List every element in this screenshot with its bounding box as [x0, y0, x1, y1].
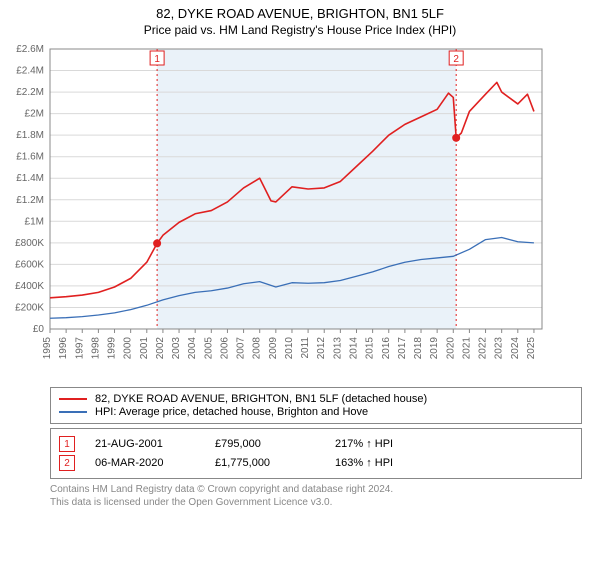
legend-label: 82, DYKE ROAD AVENUE, BRIGHTON, BN1 5LF …: [95, 393, 427, 405]
chart-container: £0 £200K £400K £600K £800K £1M £1.2M £1.4M £1.6M…: [0, 41, 600, 381]
svg-text:2008: 2008: [252, 337, 263, 360]
transaction-date: 06-MAR-2020: [95, 457, 215, 469]
svg-text:1995: 1995: [42, 337, 53, 360]
svg-text:£0: £0: [33, 324, 45, 335]
svg-text:£600K: £600K: [15, 259, 44, 270]
svg-text:2018: 2018: [413, 337, 424, 360]
transaction-row: 2 06-MAR-2020 £1,775,000 163% ↑ HPI: [59, 455, 573, 471]
attribution-line: This data is licensed under the Open Gov…: [50, 496, 582, 509]
transaction-price: £795,000: [215, 438, 335, 450]
svg-text:2: 2: [453, 54, 459, 65]
transaction-hpi: 163% ↑ HPI: [335, 457, 393, 469]
svg-text:2013: 2013: [332, 337, 343, 360]
svg-text:2009: 2009: [268, 337, 279, 360]
svg-text:£1.4M: £1.4M: [16, 173, 44, 184]
svg-text:2001: 2001: [139, 337, 150, 360]
svg-text:£2.2M: £2.2M: [16, 87, 44, 98]
svg-text:2012: 2012: [316, 337, 327, 360]
transactions: 1 21-AUG-2001 £795,000 217% ↑ HPI 2 06-M…: [50, 428, 582, 479]
svg-text:2024: 2024: [510, 337, 521, 360]
svg-text:2016: 2016: [381, 337, 392, 360]
page-subtitle: Price paid vs. HM Land Registry's House …: [0, 23, 600, 37]
page-title: 82, DYKE ROAD AVENUE, BRIGHTON, BN1 5LF: [0, 6, 600, 21]
legend-row: 82, DYKE ROAD AVENUE, BRIGHTON, BN1 5LF …: [59, 393, 573, 405]
svg-text:1999: 1999: [107, 337, 118, 360]
svg-text:2019: 2019: [429, 337, 440, 360]
legend-row: HPI: Average price, detached house, Brig…: [59, 406, 573, 418]
svg-text:2002: 2002: [155, 337, 166, 360]
legend-swatch: [59, 398, 87, 400]
svg-text:2022: 2022: [478, 337, 489, 360]
svg-text:1: 1: [154, 54, 160, 65]
svg-text:2000: 2000: [123, 337, 134, 360]
svg-text:2025: 2025: [526, 337, 537, 360]
svg-text:2011: 2011: [300, 337, 311, 359]
svg-text:2003: 2003: [171, 337, 182, 360]
attribution-line: Contains HM Land Registry data © Crown c…: [50, 483, 582, 496]
svg-text:£2.4M: £2.4M: [16, 66, 44, 77]
transaction-date: 21-AUG-2001: [95, 438, 215, 450]
svg-text:£200K: £200K: [15, 302, 44, 313]
svg-text:£800K: £800K: [15, 238, 44, 249]
svg-text:2023: 2023: [494, 337, 505, 360]
svg-text:£1.8M: £1.8M: [16, 130, 44, 141]
svg-text:£1M: £1M: [25, 216, 44, 227]
svg-text:2021: 2021: [461, 337, 472, 360]
svg-text:£1.6M: £1.6M: [16, 152, 44, 163]
svg-text:2010: 2010: [284, 337, 295, 360]
legend-swatch: [59, 411, 87, 413]
transaction-row: 1 21-AUG-2001 £795,000 217% ↑ HPI: [59, 436, 573, 452]
legend: 82, DYKE ROAD AVENUE, BRIGHTON, BN1 5LF …: [50, 387, 582, 424]
price-chart: £0 £200K £400K £600K £800K £1M £1.2M £1.4M £1.6M…: [0, 41, 560, 381]
svg-text:1996: 1996: [58, 337, 69, 360]
svg-text:£400K: £400K: [15, 281, 44, 292]
svg-text:2004: 2004: [187, 337, 198, 360]
svg-text:2014: 2014: [348, 337, 359, 360]
legend-label: HPI: Average price, detached house, Brig…: [95, 406, 368, 418]
svg-text:£2.6M: £2.6M: [16, 44, 44, 55]
svg-text:2020: 2020: [445, 337, 456, 360]
svg-text:£2M: £2M: [25, 109, 44, 120]
transaction-price: £1,775,000: [215, 457, 335, 469]
transaction-marker: 2: [59, 455, 75, 471]
svg-text:2015: 2015: [365, 337, 376, 360]
attribution: Contains HM Land Registry data © Crown c…: [50, 483, 582, 509]
svg-text:2006: 2006: [219, 337, 230, 360]
svg-text:£1.2M: £1.2M: [16, 195, 44, 206]
svg-text:2007: 2007: [236, 337, 247, 360]
svg-text:1998: 1998: [90, 337, 101, 360]
svg-text:2005: 2005: [203, 337, 214, 360]
transaction-hpi: 217% ↑ HPI: [335, 438, 393, 450]
svg-text:1997: 1997: [74, 337, 85, 360]
svg-text:2017: 2017: [397, 337, 408, 360]
transaction-marker: 1: [59, 436, 75, 452]
